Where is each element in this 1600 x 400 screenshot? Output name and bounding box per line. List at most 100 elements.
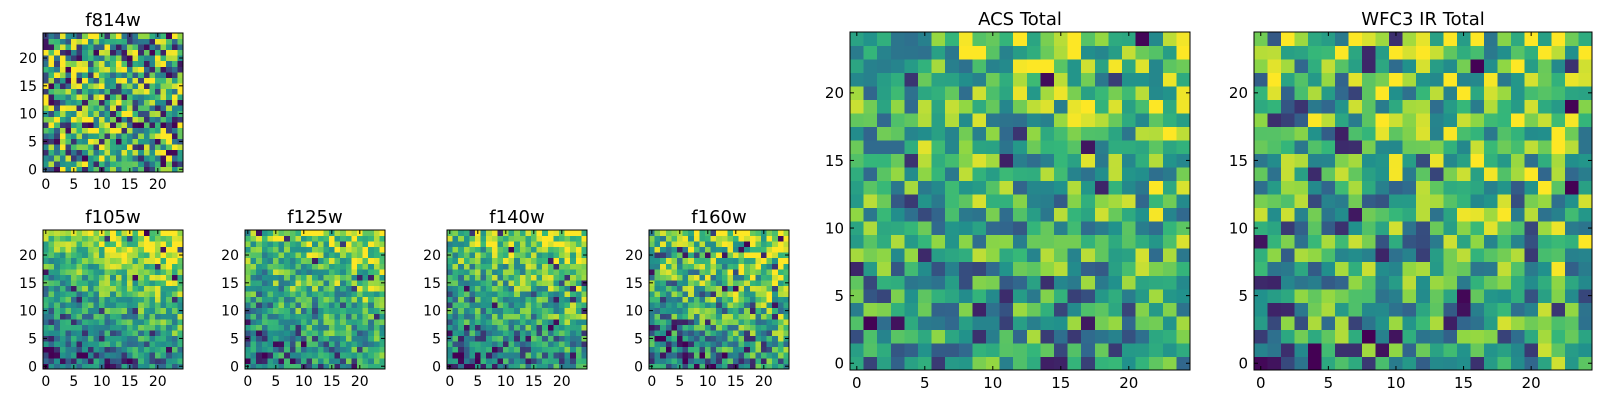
heatmap-cell	[671, 335, 678, 342]
heatmap-cell	[918, 315, 932, 330]
heatmap-cell	[166, 307, 173, 314]
heatmap-cell	[127, 257, 133, 264]
heatmap-cell	[1094, 86, 1109, 100]
heatmap-cell	[1483, 342, 1498, 357]
heatmap-cell	[1094, 356, 1109, 371]
heatmap-cell	[1456, 275, 1471, 290]
heatmap-cell	[261, 285, 268, 292]
heatmap-cell	[306, 230, 313, 236]
heatmap-cell	[755, 346, 762, 353]
heatmap-cell	[1429, 207, 1444, 222]
heatmap-cell	[1470, 86, 1485, 100]
heatmap-cell	[166, 116, 173, 123]
heatmap-cell	[1443, 288, 1458, 303]
heatmap-cell	[1267, 180, 1282, 195]
heatmap-cell	[65, 341, 72, 348]
panel-title: WFC3 IR Total	[1361, 9, 1484, 30]
heatmap-cell	[273, 330, 279, 337]
heatmap-cell	[357, 324, 363, 331]
heatmap-cell	[104, 330, 111, 337]
heatmap-cell	[121, 144, 128, 151]
heatmap-cell	[447, 257, 453, 264]
heatmap-cell	[138, 318, 145, 325]
heatmap-cell	[536, 241, 543, 248]
heatmap-cell	[1348, 221, 1363, 236]
heatmap-cell	[1135, 72, 1150, 87]
heatmap-cell	[1510, 32, 1525, 46]
heatmap-cell	[744, 313, 751, 320]
heatmap-cell	[166, 257, 173, 264]
heatmap-cell	[334, 352, 341, 359]
heatmap-cell	[132, 138, 139, 145]
heatmap-cell	[755, 246, 762, 253]
heatmap-cell	[564, 318, 571, 325]
heatmap-cell	[368, 280, 375, 286]
heatmap-cell	[904, 342, 919, 357]
heatmap-cell	[1362, 126, 1377, 141]
heatmap-cell	[149, 352, 156, 359]
heatmap-cell	[1013, 315, 1028, 330]
heatmap-cell	[999, 248, 1014, 263]
heatmap-cell	[1389, 221, 1404, 236]
heatmap-cell	[682, 357, 689, 364]
heatmap-cell	[301, 324, 307, 331]
heatmap-cell	[1026, 234, 1041, 249]
heatmap-cell	[110, 230, 117, 236]
heatmap-cell	[312, 296, 319, 303]
heatmap-cell	[458, 363, 465, 370]
heatmap-cell	[138, 268, 145, 275]
heatmap-cell	[379, 257, 386, 264]
heatmap-cell	[1081, 275, 1096, 290]
heatmap-cell	[547, 263, 554, 270]
heatmap-cell	[104, 55, 111, 62]
heatmap-cell	[1510, 113, 1525, 128]
heatmap-cell	[564, 363, 571, 370]
heatmap-cell	[301, 285, 307, 292]
heatmap-cell	[317, 285, 324, 292]
heatmap-cell	[721, 257, 728, 264]
heatmap-cell	[519, 252, 526, 259]
heatmap-cell	[1267, 288, 1282, 303]
heatmap-cell	[744, 235, 751, 242]
heatmap-cell	[766, 357, 773, 364]
heatmap-cell	[284, 268, 291, 275]
heatmap-cell	[1578, 261, 1593, 276]
heatmap-cell	[138, 155, 145, 162]
heatmap-cell	[766, 263, 773, 270]
heatmap-cell	[564, 263, 571, 270]
heatmap-cell	[727, 302, 734, 309]
heatmap-cell	[1108, 86, 1123, 100]
heatmap-cell	[581, 246, 588, 253]
heatmap-cell	[132, 313, 139, 320]
heatmap-cell	[289, 352, 296, 359]
heatmap-cell	[783, 230, 790, 236]
heatmap-cell	[177, 49, 184, 56]
heatmap-cell	[1564, 72, 1579, 87]
heatmap-cell	[458, 280, 465, 286]
heatmap-cell	[547, 230, 554, 236]
heatmap-cell	[559, 263, 565, 270]
heatmap-cell	[525, 274, 532, 281]
heatmap-cell	[1094, 288, 1109, 303]
heatmap-cell	[508, 341, 515, 348]
heatmap-cell	[480, 246, 487, 253]
heatmap-cell	[54, 230, 61, 236]
heatmap-cell	[71, 71, 77, 78]
heatmap-cell	[508, 352, 515, 359]
y-tick-label: 5	[634, 331, 643, 347]
heatmap-cell	[379, 230, 386, 236]
heatmap-cell	[660, 274, 667, 281]
heatmap-cell	[306, 313, 313, 320]
heatmap-cell	[721, 291, 728, 298]
heatmap-cell	[1389, 32, 1404, 46]
heatmap-cell	[1416, 261, 1431, 276]
heatmap-cell	[531, 285, 537, 292]
heatmap-cell	[1026, 275, 1041, 290]
heatmap-cell	[379, 357, 386, 364]
heatmap-cell	[267, 235, 274, 242]
heatmap-cell	[671, 263, 678, 270]
heatmap-cell	[65, 302, 72, 309]
heatmap-cell	[570, 246, 577, 253]
heatmap-cell	[705, 285, 711, 292]
heatmap-cell	[452, 280, 459, 286]
